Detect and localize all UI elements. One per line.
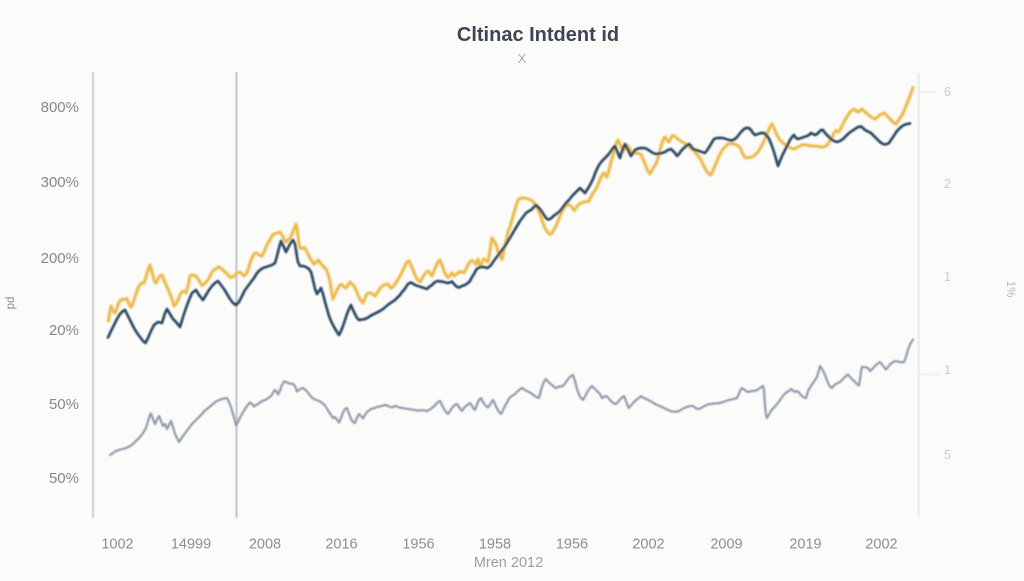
svg-text:2: 2 xyxy=(944,177,951,191)
svg-text:1: 1 xyxy=(944,363,951,377)
svg-text:6: 6 xyxy=(944,85,951,99)
svg-text:1958: 1958 xyxy=(479,537,511,553)
svg-text:pd: pd xyxy=(5,297,17,310)
svg-text:2002: 2002 xyxy=(632,537,664,553)
svg-text:2009: 2009 xyxy=(710,537,742,553)
svg-text:1%: 1% xyxy=(1004,281,1016,298)
svg-text:5: 5 xyxy=(944,448,951,462)
svg-text:1: 1 xyxy=(944,270,951,284)
svg-text:Mren 2012: Mren 2012 xyxy=(474,555,543,571)
svg-text:2016: 2016 xyxy=(325,537,357,553)
svg-text:50%: 50% xyxy=(49,470,79,487)
svg-text:2002: 2002 xyxy=(865,537,897,553)
svg-text:800%: 800% xyxy=(41,99,79,116)
svg-text:50%: 50% xyxy=(49,396,79,413)
svg-text:14999: 14999 xyxy=(171,537,211,553)
svg-text:2019: 2019 xyxy=(789,537,821,553)
svg-text:1002: 1002 xyxy=(101,537,133,553)
svg-text:2008: 2008 xyxy=(249,537,281,553)
svg-text:X: X xyxy=(518,51,527,66)
svg-text:1956: 1956 xyxy=(402,537,434,553)
svg-text:1956: 1956 xyxy=(556,537,588,553)
svg-text:300%: 300% xyxy=(41,174,79,191)
svg-text:20%: 20% xyxy=(49,322,79,339)
svg-text:Cltinac Intdent id: Cltinac Intdent id xyxy=(457,24,619,46)
svg-text:200%: 200% xyxy=(41,250,79,267)
